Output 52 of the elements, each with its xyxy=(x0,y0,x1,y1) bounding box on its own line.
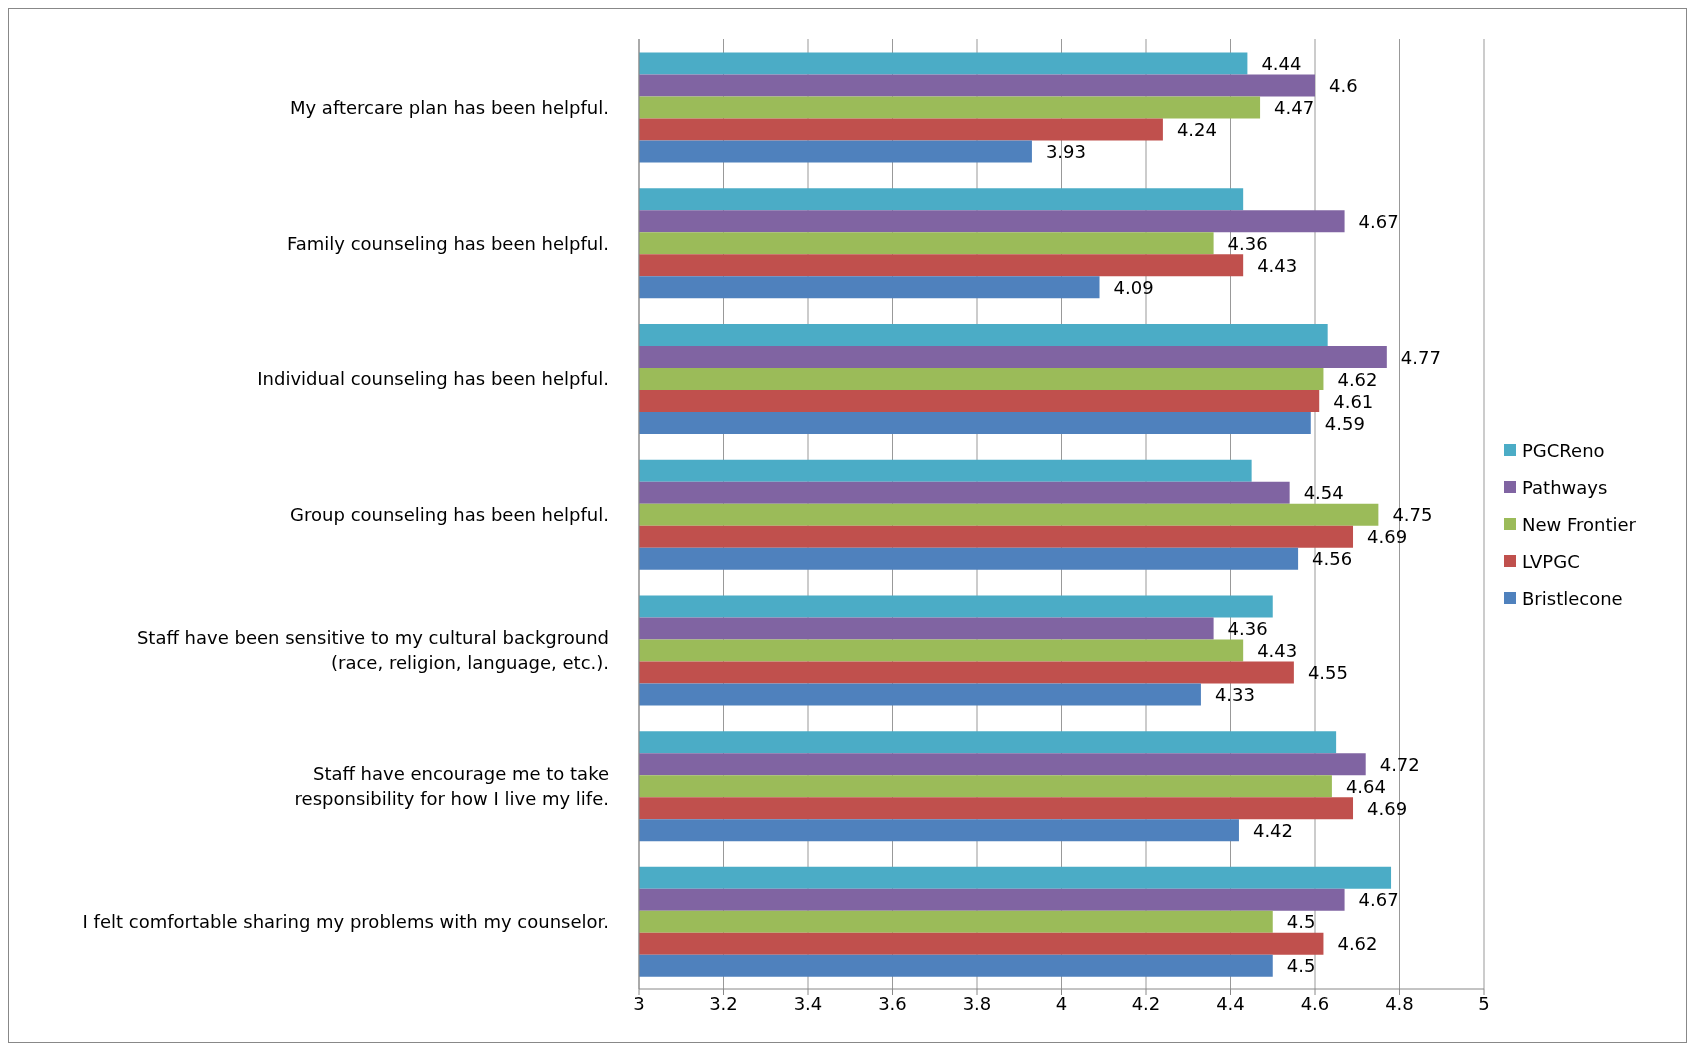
data-label: 4.5 xyxy=(1286,911,1316,933)
x-tick-label: 3.2 xyxy=(709,992,738,1014)
data-label: 4.69 xyxy=(1367,797,1408,819)
y-tick-label: My aftercare plan has been helpful. xyxy=(289,96,609,118)
data-label: 3.93 xyxy=(1045,141,1086,163)
x-tick-label: 4.2 xyxy=(1131,992,1161,1014)
x-tick-label: 4 xyxy=(1055,992,1068,1014)
data-label: 4.24 xyxy=(1176,119,1217,141)
data-label: 4.42 xyxy=(1252,819,1294,841)
data-label: 4.36 xyxy=(1227,617,1268,639)
data-label: 4.62 xyxy=(1337,933,1378,955)
data-label: 4.47 xyxy=(1274,97,1315,119)
data-label: 4.09 xyxy=(1113,276,1154,298)
x-tick-label: 3 xyxy=(633,992,645,1014)
data-label: 4.55 xyxy=(1307,661,1348,683)
data-label: 4.67 xyxy=(1358,889,1399,911)
x-tick-label: 4.8 xyxy=(1385,992,1414,1014)
y-tick-label: Group counseling has been helpful. xyxy=(290,503,609,525)
x-tick-label: 3.6 xyxy=(878,992,907,1014)
y-tick-label: Staff have been sensitive to my cultural background (race, religion, language, etc.). xyxy=(136,626,609,673)
y-tick-label: Staff have encourage me to take responsibility for how I live my life. xyxy=(294,762,609,809)
y-tick-label: Family counseling has been helpful. xyxy=(287,232,609,254)
data-label: 4.61 xyxy=(1333,390,1374,412)
y-tick-label: Individual counseling has been helpful. xyxy=(257,367,609,389)
y-tick-label: I felt comfortable sharing my problems with my counselor. xyxy=(82,910,609,932)
data-label: 4.67 xyxy=(1358,210,1399,232)
data-label: 4.77 xyxy=(1400,346,1441,368)
legend-label: New Frontier xyxy=(1522,512,1636,537)
x-tick-label: 4.6 xyxy=(1300,992,1330,1014)
data-label: 4.69 xyxy=(1367,526,1408,548)
data-label: 4.64 xyxy=(1345,775,1386,797)
legend-label: Pathways xyxy=(1522,475,1608,500)
data-label: 4.43 xyxy=(1257,639,1298,661)
legend-label: PGCReno xyxy=(1522,438,1605,463)
legend-label: LVPGC xyxy=(1522,549,1580,574)
x-tick-label: 4.4 xyxy=(1216,992,1245,1014)
legend-label: Bristlecone xyxy=(1522,586,1623,611)
data-label: 4.44 xyxy=(1261,53,1302,75)
data-label: 4.33 xyxy=(1214,683,1255,705)
x-tick-label: 3.4 xyxy=(793,992,823,1014)
data-label: 4.36 xyxy=(1227,232,1268,254)
data-label: 4.54 xyxy=(1303,482,1344,504)
data-label: 4.59 xyxy=(1324,412,1365,434)
data-label: 4.62 xyxy=(1337,368,1378,390)
x-tick-label: 5 xyxy=(1478,992,1490,1014)
x-tick-label: 3.8 xyxy=(962,992,992,1014)
data-label: 4.5 xyxy=(1286,955,1316,977)
data-label: 4.56 xyxy=(1312,548,1353,570)
data-label: 4.43 xyxy=(1257,254,1298,276)
data-label: 4.75 xyxy=(1392,504,1433,526)
data-label: 4.72 xyxy=(1379,753,1420,775)
data-label: 4.6 xyxy=(1329,75,1358,97)
